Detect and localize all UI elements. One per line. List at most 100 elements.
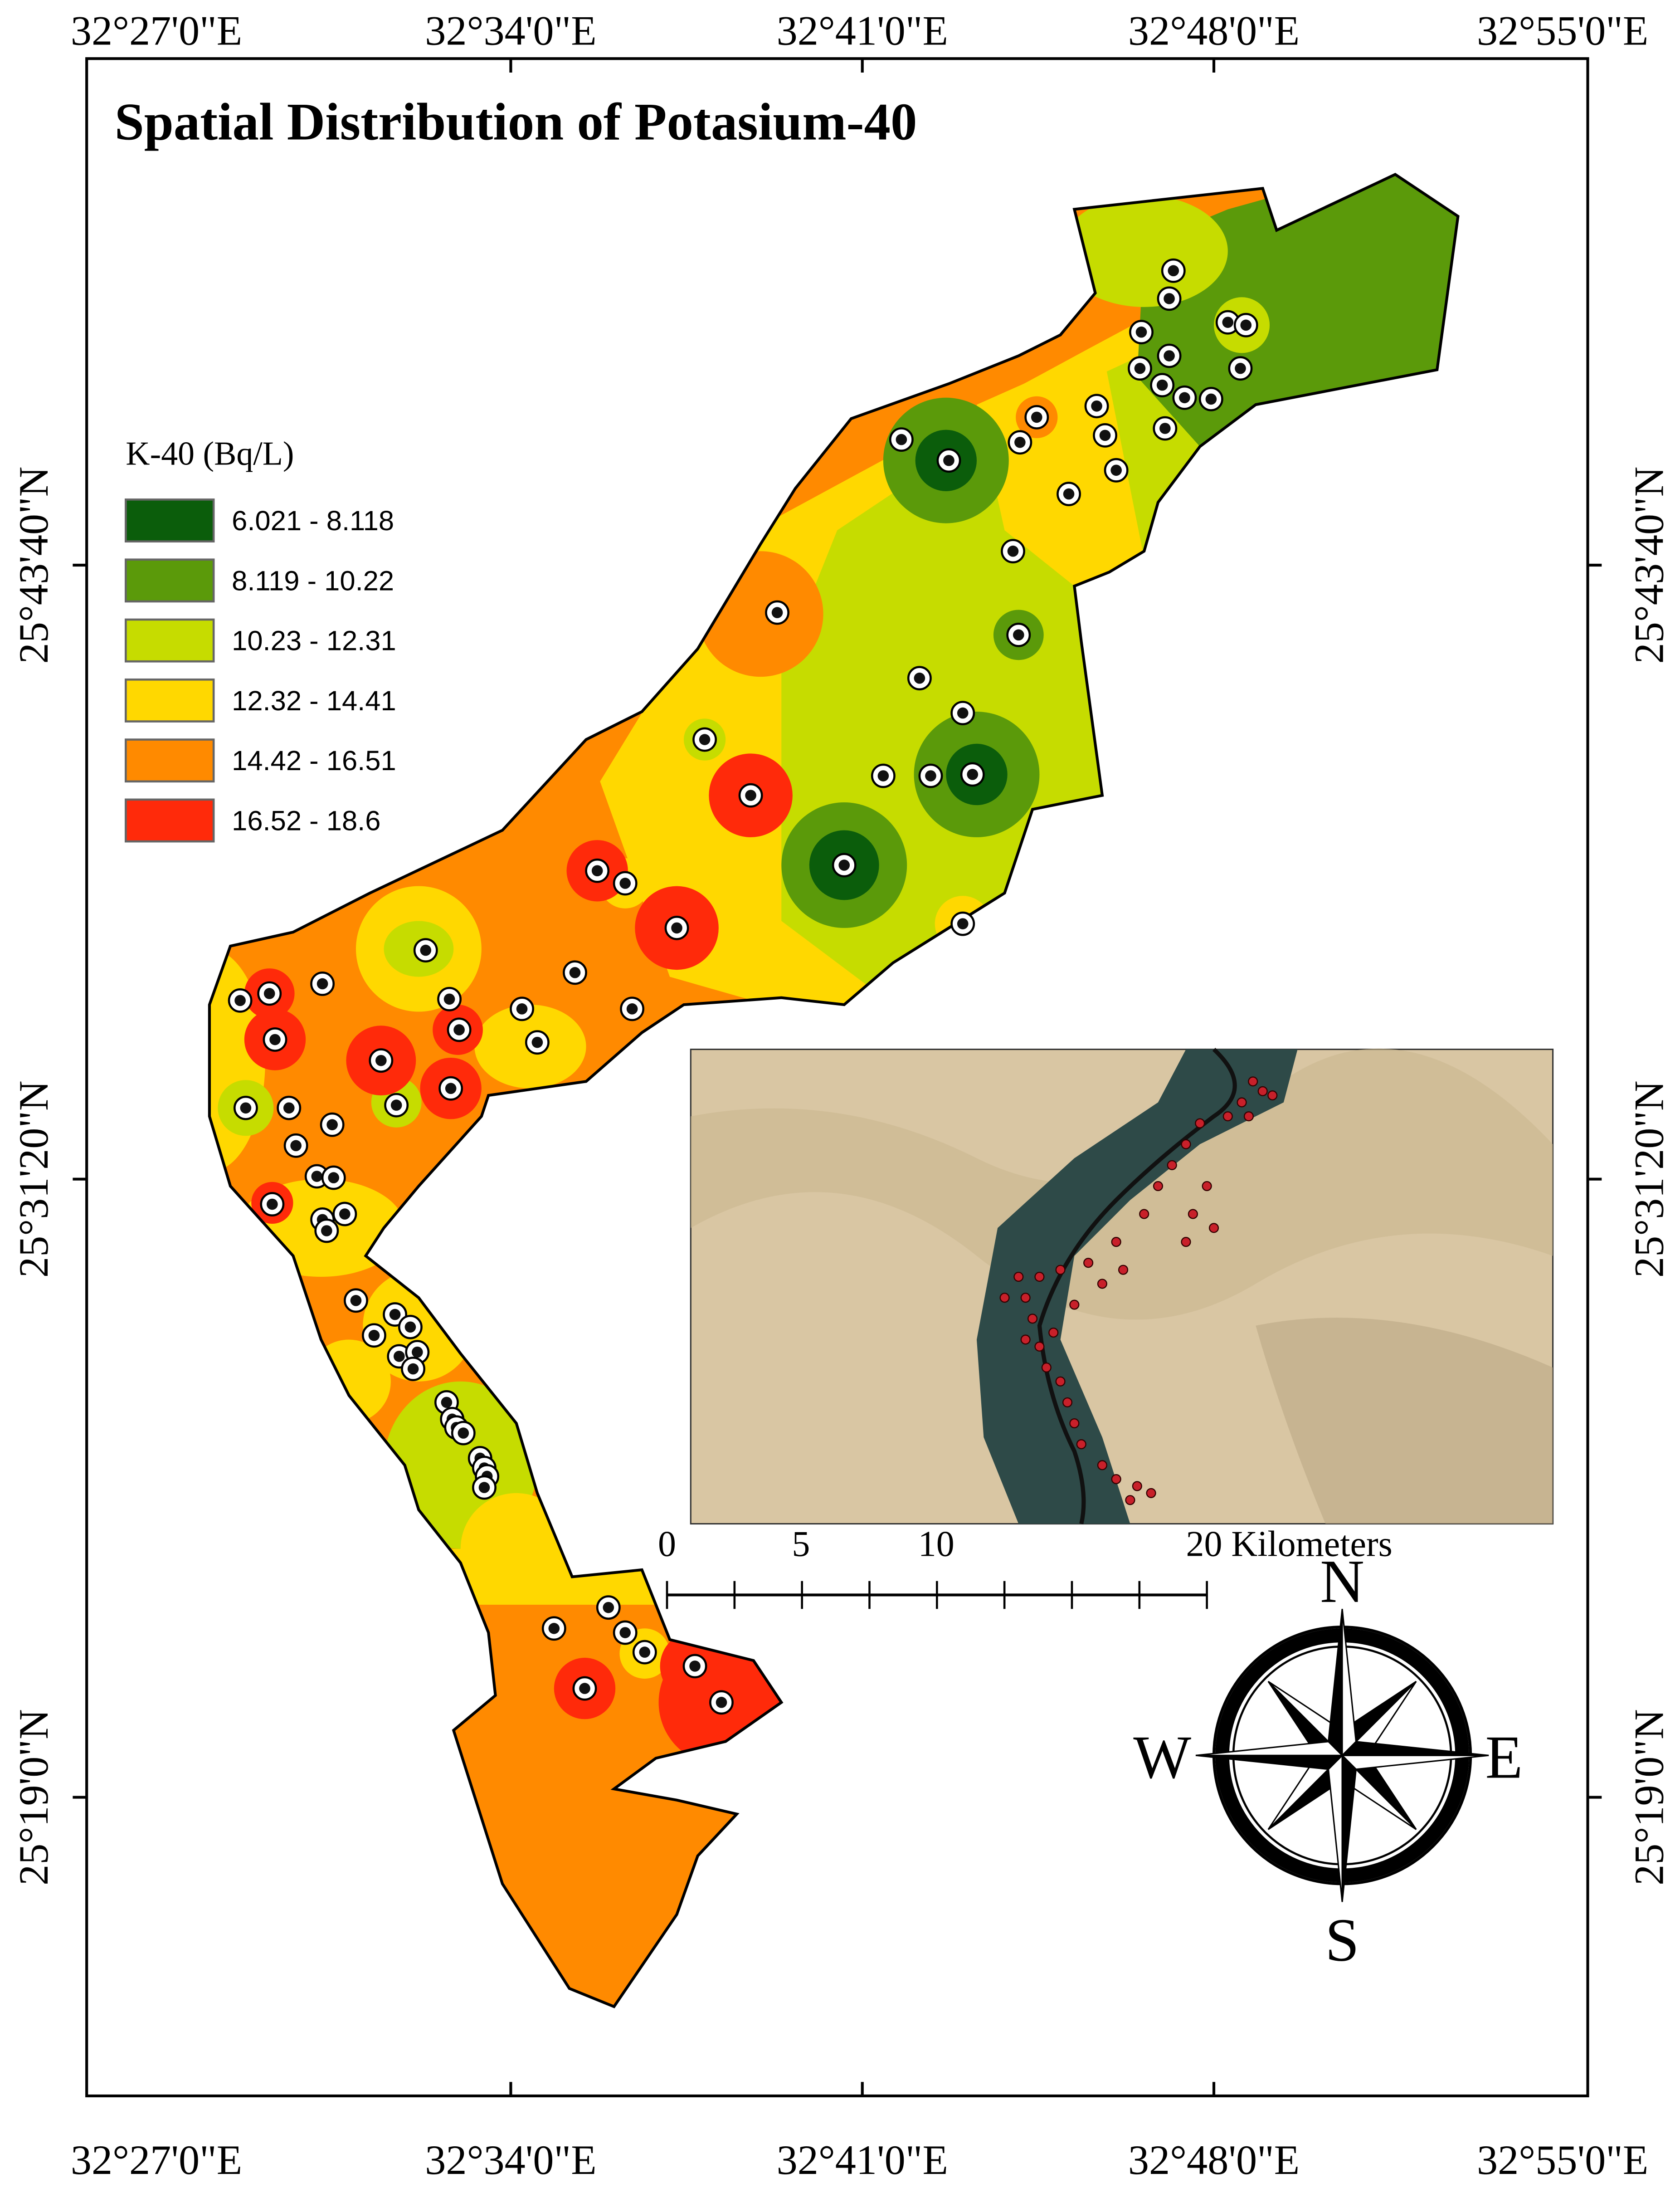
sample-dot xyxy=(1240,319,1252,331)
bottom-coordinate-label: 32°48'0"E xyxy=(1128,2137,1300,2183)
sample-dot xyxy=(1013,629,1024,641)
sample-dot xyxy=(925,770,936,781)
sample-dot xyxy=(234,995,246,1006)
scale-bar-label: 20 Kilometers xyxy=(1186,1524,1392,1564)
sample-dot xyxy=(699,734,711,745)
sample-dot xyxy=(1007,545,1019,557)
study-area-outline xyxy=(208,173,1460,2008)
sample-dot xyxy=(671,922,682,934)
sample-dot xyxy=(591,865,603,877)
sample-dot xyxy=(619,878,631,889)
legend-label: 16.52 - 18.6 xyxy=(232,806,380,837)
sample-dot xyxy=(375,1055,387,1066)
sample-dot xyxy=(453,1024,465,1035)
bottom-coordinate-label: 32°41'0"E xyxy=(777,2137,948,2183)
inset-sample-point xyxy=(1153,1181,1164,1192)
sample-dot xyxy=(957,707,969,719)
sample-dot xyxy=(838,860,850,871)
inset-sample-point xyxy=(1048,1328,1059,1338)
inset-sample-point xyxy=(1034,1341,1045,1352)
right-coordinate-label: 25°43'40"N xyxy=(1626,467,1672,664)
sample-dot xyxy=(1156,379,1168,391)
scale-bar-label: 5 xyxy=(792,1524,810,1564)
sample-dot xyxy=(1099,430,1111,441)
sample-dot xyxy=(407,1363,419,1375)
inset-sample-point xyxy=(1076,1439,1086,1450)
inset-sample-point xyxy=(1257,1086,1268,1096)
sample-dot xyxy=(290,1140,302,1152)
top-coordinate-label: 32°48'0"E xyxy=(1128,7,1300,54)
sample-dot xyxy=(390,1099,402,1111)
legend-swatch xyxy=(125,798,215,843)
sample-dot xyxy=(326,1119,338,1130)
sample-dot xyxy=(404,1321,416,1333)
sample-dot xyxy=(548,1623,560,1634)
inset-sample-point xyxy=(1195,1118,1205,1128)
sample-dot xyxy=(716,1697,727,1708)
sample-dot xyxy=(267,1198,278,1210)
north-arrow: N S W E xyxy=(1133,1548,1523,1974)
compass-north: N xyxy=(1320,1548,1364,1616)
inset-sample-point xyxy=(1267,1090,1278,1101)
compass-east: E xyxy=(1485,1724,1523,1792)
sample-dot xyxy=(943,454,954,466)
inset-sample-point xyxy=(1069,1418,1080,1429)
sample-dot xyxy=(1135,326,1147,338)
inset-sample-point xyxy=(1034,1271,1045,1282)
inset-sample-point xyxy=(1243,1111,1254,1122)
legend-label: 10.23 - 12.31 xyxy=(232,625,396,657)
sample-dot xyxy=(443,993,455,1005)
inset-sample-point xyxy=(1237,1097,1247,1108)
bottom-coordinate-label: 32°55'0"E xyxy=(1477,2137,1648,2183)
scale-bar: 0 5 10 20 Kilometers xyxy=(658,1524,1393,1609)
sample-dot xyxy=(263,988,275,999)
sample-dot xyxy=(579,1683,590,1694)
inset-sample-point xyxy=(1055,1376,1066,1387)
sample-dot xyxy=(569,967,581,978)
inset-sample-point xyxy=(1139,1209,1149,1219)
sample-dot xyxy=(328,1172,340,1183)
sample-dot xyxy=(626,1003,638,1015)
left-coordinate-label: 25°31'20"N xyxy=(10,1080,57,1278)
top-coordinate-label: 32°41'0"E xyxy=(777,7,948,54)
sample-dot xyxy=(441,1397,453,1408)
sample-dot xyxy=(619,1627,631,1638)
legend-swatch xyxy=(125,558,215,603)
legend-label: 12.32 - 14.41 xyxy=(232,685,396,717)
sample-dot xyxy=(1205,393,1217,405)
compass-main-point xyxy=(1195,1741,1344,1756)
legend-swatch xyxy=(125,498,215,543)
inset-sample-point xyxy=(1146,1488,1156,1498)
sample-dot xyxy=(321,1225,332,1236)
inset-sample-point xyxy=(1125,1495,1135,1505)
sample-dot xyxy=(1168,265,1179,277)
inset-sample-point xyxy=(1097,1460,1107,1470)
sample-dot xyxy=(1235,362,1246,374)
inset-sample-point xyxy=(1027,1314,1038,1324)
sample-dot xyxy=(1014,436,1026,448)
inset-satellite-map xyxy=(690,1048,1554,1525)
right-coordinate-label: 25°31'20"N xyxy=(1626,1080,1672,1278)
inset-sample-point xyxy=(1248,1076,1258,1087)
sample-dot xyxy=(1063,488,1075,500)
sample-dot xyxy=(531,1036,543,1048)
inset-terrain xyxy=(1256,1318,1553,1524)
left-coordinate-label: 25°19'0"N xyxy=(10,1709,57,1885)
sample-dot xyxy=(412,1346,423,1358)
zone xyxy=(1060,195,1228,307)
inset-sample-point xyxy=(1069,1299,1080,1310)
sample-dot xyxy=(957,918,969,929)
legend-swatch xyxy=(125,738,215,783)
legend-swatch xyxy=(125,618,215,663)
sample-dot xyxy=(445,1083,457,1094)
sample-points xyxy=(228,258,1258,1715)
inset-sample-point xyxy=(1062,1397,1073,1407)
inset-sample-point xyxy=(1181,1237,1191,1247)
sample-dot xyxy=(339,1208,351,1220)
inset-river xyxy=(1037,1048,1237,1524)
inset-sample-point xyxy=(1041,1362,1052,1373)
legend-label: 14.42 - 16.51 xyxy=(232,745,396,777)
sample-dot xyxy=(896,434,907,445)
sample-dot xyxy=(689,1661,701,1672)
